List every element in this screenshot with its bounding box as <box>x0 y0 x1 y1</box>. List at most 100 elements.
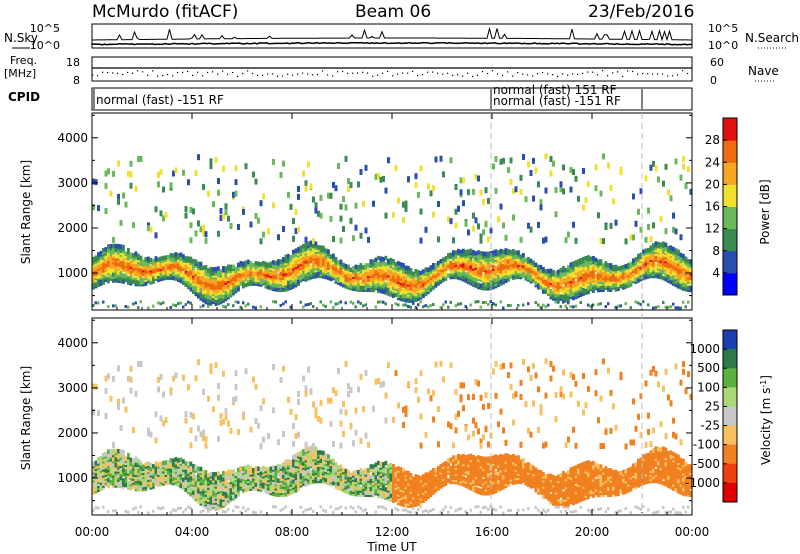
power-cell <box>417 270 420 275</box>
noise-tick-right-top: 10^5 <box>708 22 738 35</box>
power-cell <box>674 158 678 165</box>
beam-title: Beam 06 <box>355 2 431 22</box>
power-cell <box>294 208 298 215</box>
nave-dot <box>262 74 264 76</box>
power-cell <box>637 301 640 305</box>
power-cell <box>187 300 190 304</box>
freq-traces <box>92 67 692 78</box>
velocity-cell <box>182 510 185 514</box>
nave-dot <box>432 71 434 73</box>
velocity-cell <box>177 458 180 463</box>
power-cell <box>107 168 110 175</box>
power-cell <box>554 187 558 194</box>
velocity-cell <box>127 467 130 472</box>
power-cell <box>519 174 523 181</box>
date-title: 23/Feb/2016 <box>588 2 694 22</box>
power-cell <box>217 280 220 286</box>
velocity-cell <box>149 462 153 468</box>
power-cell <box>212 285 215 290</box>
power-colorbar-label: Power [dB] <box>758 179 772 244</box>
power-cell <box>144 257 148 262</box>
power-cell <box>349 217 353 224</box>
power-cell <box>204 301 207 305</box>
power-cell <box>189 282 193 288</box>
power-cell <box>629 234 633 241</box>
velocity-cell <box>159 477 163 483</box>
power-cell <box>384 255 388 261</box>
power-cell <box>214 302 217 306</box>
power-cell <box>624 263 628 269</box>
power-cell <box>584 197 588 204</box>
nave-dot <box>337 71 339 73</box>
velocity-cell <box>277 464 280 469</box>
velocity-cell <box>227 508 230 512</box>
velocity-cell <box>209 368 213 375</box>
power-cell <box>514 250 518 255</box>
velocity-cell <box>109 479 113 484</box>
power-cell <box>472 282 475 287</box>
power-cell <box>669 195 673 202</box>
power-cell <box>299 245 303 251</box>
velocity-cell <box>117 398 120 405</box>
power-cell <box>512 263 515 268</box>
power-cell <box>487 251 490 257</box>
freq-panel: 18 8 60 0 Freq. [MHz] Nave <box>4 54 779 87</box>
velocity-cell <box>224 499 228 505</box>
power-cell <box>252 305 255 309</box>
power-cell <box>237 300 240 304</box>
power-cell <box>234 190 238 197</box>
velocity-cell <box>219 502 223 508</box>
nave-dot <box>417 75 419 77</box>
power-cell <box>174 167 178 174</box>
power-cell <box>362 304 365 308</box>
power-cell <box>99 250 103 256</box>
power-cell <box>489 269 493 274</box>
power-cell <box>327 271 330 277</box>
power-cell <box>152 259 155 264</box>
power-cell <box>564 287 568 293</box>
power-cell <box>289 305 292 309</box>
velocity-cell <box>214 507 217 511</box>
power-cell <box>277 259 280 264</box>
power-cell <box>162 301 165 305</box>
power-cell <box>377 255 380 261</box>
power-cell <box>347 264 350 270</box>
power-cell <box>327 249 330 254</box>
power-cell <box>229 264 233 270</box>
power-cell <box>299 269 303 275</box>
freq-tick-top: 18 <box>66 56 80 69</box>
velocity-cell <box>142 464 145 469</box>
power-cell <box>512 259 515 264</box>
nave-dot <box>217 73 219 75</box>
velocity-cell <box>107 449 110 454</box>
power-cell <box>594 261 598 267</box>
power-cell <box>382 257 385 262</box>
power-cell <box>564 267 568 273</box>
velocity-cell <box>199 466 203 472</box>
power-cell <box>599 277 603 282</box>
power-cell <box>429 304 432 308</box>
power-cell <box>154 272 158 277</box>
power-cell <box>217 230 220 237</box>
velocity-cell <box>254 511 257 515</box>
velocity-cell <box>279 376 283 383</box>
power-cell <box>524 264 528 269</box>
power-cell <box>547 277 550 282</box>
power-cell <box>217 294 220 300</box>
velocity-cell <box>242 413 245 420</box>
velocity-cell <box>212 472 215 477</box>
power-cell <box>207 190 210 197</box>
power-cell <box>199 294 203 299</box>
nave-dot <box>157 75 159 77</box>
colorbar-swatch <box>723 272 737 296</box>
power-cell <box>194 277 198 283</box>
power-cell <box>162 255 165 261</box>
power-cell <box>237 262 240 268</box>
velocity-cell <box>232 469 235 475</box>
power-cell <box>292 253 295 259</box>
velocity-cell <box>112 375 115 382</box>
power-cell <box>97 301 100 305</box>
power-cell <box>657 255 660 261</box>
power-cell <box>267 228 270 235</box>
power-cell <box>619 277 623 283</box>
